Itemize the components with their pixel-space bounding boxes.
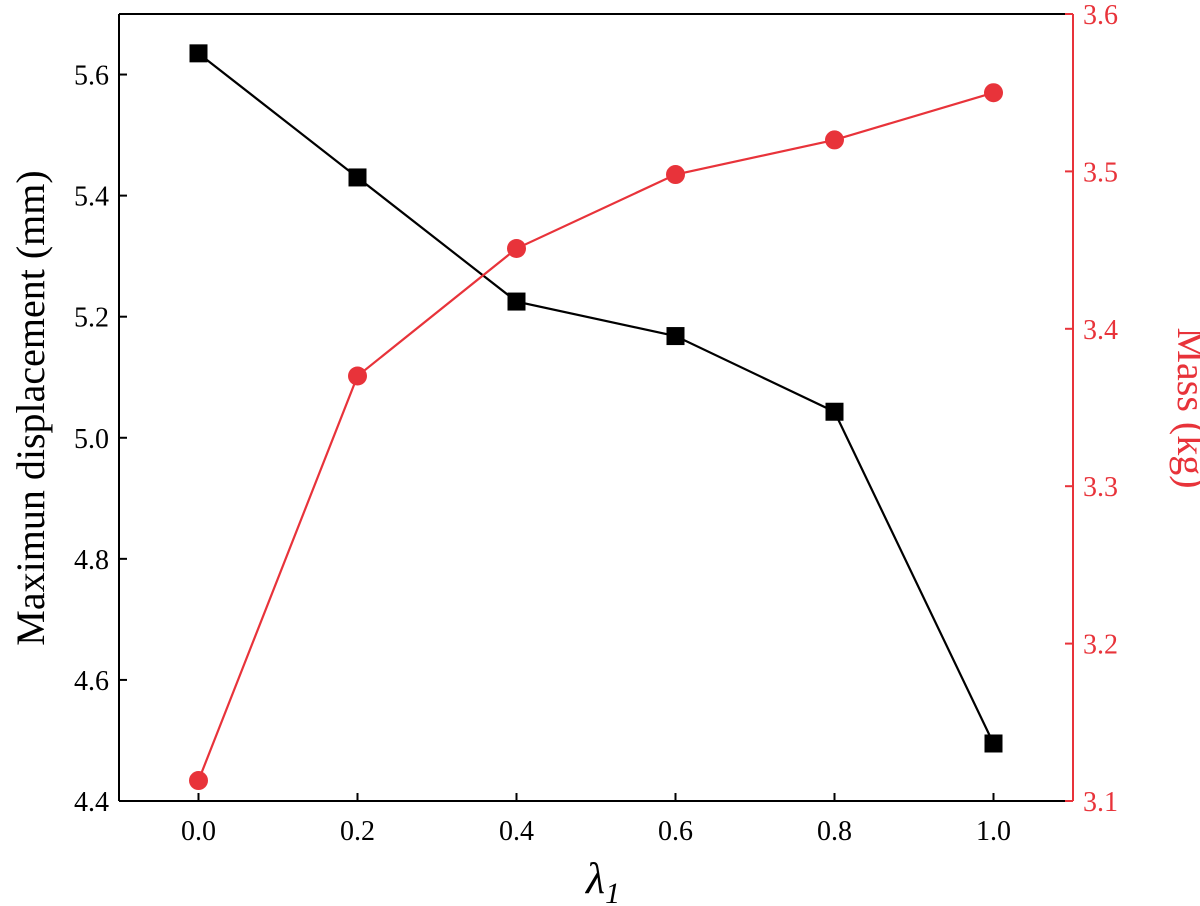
x-axis-title-symbol: λ — [584, 854, 605, 903]
left-y-tick-label: 4.6 — [74, 666, 109, 697]
x-tick-label: 0.0 — [181, 816, 216, 847]
left-y-tick-label: 5.6 — [74, 61, 109, 92]
right-y-tick-label: 3.1 — [1083, 787, 1118, 818]
mass-point — [507, 239, 526, 259]
plot-frame — [118, 13, 1074, 802]
displacement-point — [189, 44, 208, 63]
right-axis-title: Mass (kg) — [1169, 327, 1200, 488]
displacement-series-line — [197, 52, 995, 744]
displacement-point — [507, 292, 526, 311]
mass-point — [348, 366, 367, 386]
series-layer — [189, 44, 1003, 791]
x-axis: 0.0 0.2 0.4 0.6 0.8 1.0 — [181, 793, 1011, 847]
displacement-point — [984, 734, 1003, 753]
right-y-axis: 3.1 3.2 3.3 3.4 3.5 3.6 — [1065, 0, 1118, 818]
x-tick-label: 0.4 — [499, 816, 534, 847]
displacement-point — [348, 168, 367, 187]
left-y-tick-label: 4.4 — [74, 787, 109, 818]
displacement-point — [825, 402, 844, 421]
x-axis-title-subscript: 1 — [605, 877, 620, 906]
right-y-tick-label: 3.4 — [1083, 315, 1118, 346]
right-y-tick-label: 3.6 — [1083, 0, 1118, 31]
mass-point — [666, 165, 685, 185]
right-y-tick-label: 3.5 — [1083, 157, 1118, 188]
displacement-point — [666, 327, 685, 346]
mass-series-line — [197, 91, 994, 781]
left-y-tick-label: 5.2 — [74, 303, 109, 334]
right-y-tick-label: 3.3 — [1083, 472, 1118, 503]
left-y-axis: 4.4 4.6 4.8 5.0 5.2 5.4 5.6 — [74, 61, 127, 818]
mass-point — [825, 130, 844, 150]
left-y-tick-label: 5.0 — [74, 424, 109, 455]
mass-point — [189, 771, 208, 791]
left-y-tick-label: 5.4 — [74, 182, 109, 213]
x-tick-label: 1.0 — [976, 816, 1011, 847]
left-y-tick-label: 4.8 — [74, 545, 109, 576]
x-axis-title: λ1 — [584, 854, 620, 906]
x-tick-label: 0.2 — [340, 816, 375, 847]
mass-point — [984, 83, 1003, 103]
x-tick-label: 0.6 — [658, 816, 693, 847]
x-tick-label: 0.8 — [817, 816, 852, 847]
left-axis-title: Maximun displacement (mm) — [8, 170, 53, 645]
right-y-tick-label: 3.2 — [1083, 630, 1118, 661]
